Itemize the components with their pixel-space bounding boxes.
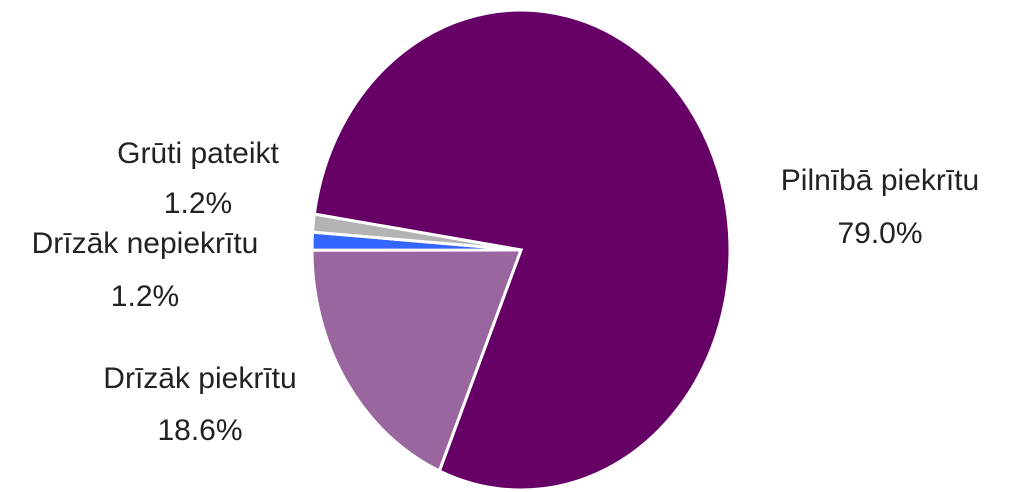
slice-value: 79.0% — [837, 217, 922, 250]
slice-value: 1.2% — [111, 280, 179, 313]
slice-label: Grūti pateikt — [117, 137, 279, 170]
slice-value: 1.2% — [164, 187, 232, 220]
slice-label: Drīzāk piekrītu — [103, 362, 296, 395]
slice-value: 18.6% — [157, 414, 242, 447]
pie-slice — [310, 212, 522, 252]
pie-slice — [310, 248, 524, 473]
slice-label: Pilnībā piekrītu — [781, 164, 979, 197]
slice-label: Drīzāk nepiekrītu — [32, 227, 259, 260]
